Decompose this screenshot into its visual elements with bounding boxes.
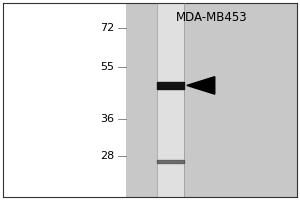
Polygon shape xyxy=(187,77,215,94)
Text: 28: 28 xyxy=(100,151,115,161)
Text: 36: 36 xyxy=(101,114,115,124)
Text: 72: 72 xyxy=(100,23,115,33)
Text: 55: 55 xyxy=(101,62,115,72)
Text: MDA-MB453: MDA-MB453 xyxy=(176,11,248,24)
Bar xyxy=(158,3,184,197)
Bar xyxy=(126,3,297,197)
